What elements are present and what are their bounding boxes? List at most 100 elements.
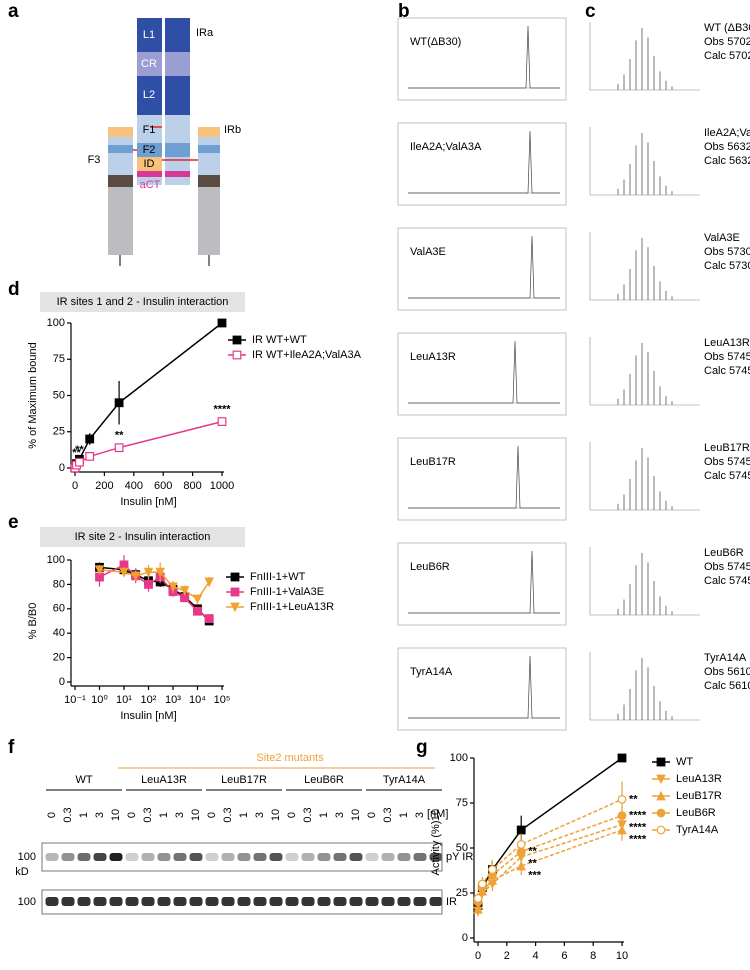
x-tick-label: 800 (183, 480, 201, 492)
y-axis-label: % B/B0 (27, 603, 39, 640)
chromatogram-trace (408, 655, 560, 719)
calculated-mass: Calc 5610.60 (704, 680, 750, 692)
dose-label: 0.3 (382, 807, 394, 822)
calculated-mass: Calc 5702.59 (704, 50, 750, 62)
marker (204, 614, 214, 623)
observed-mass: Obs 5745.53 (704, 351, 750, 363)
dose-label: 0.3 (302, 807, 314, 822)
chromatogram-frame (397, 437, 567, 521)
domain-label: CR (141, 58, 157, 70)
band (157, 853, 171, 861)
band (109, 897, 123, 906)
x-tick-label: 4 (533, 950, 539, 962)
dose-label: 0.3 (222, 807, 234, 822)
observed-mass: Obs 5745.65 (704, 456, 750, 468)
x-tick-label: 2 (504, 950, 510, 962)
marker (85, 434, 95, 444)
x-tick-label: 10³ (165, 694, 181, 706)
dose-label: 10 (110, 809, 122, 821)
chromatogram-trace (408, 340, 560, 404)
band (173, 897, 187, 906)
y-axis-label: Activity (%) (430, 821, 442, 876)
marker (516, 860, 526, 871)
chromatogram-trace (408, 550, 560, 614)
significance-label: ** (528, 846, 537, 858)
dose-label: 0 (286, 812, 298, 818)
significance-label: *** (528, 870, 542, 882)
sample-name: WT (ΔB30) (704, 22, 750, 34)
sample-name: LeuB17R (704, 442, 750, 454)
chain-label: IRa (196, 27, 214, 39)
series-line (74, 322, 223, 469)
series-line (477, 798, 623, 899)
dose-label: 10 (350, 809, 362, 821)
band (381, 897, 395, 906)
band (237, 897, 251, 906)
band (333, 897, 347, 906)
band (61, 853, 75, 861)
x-axis-label: Insulin [nM] (120, 496, 176, 508)
band (189, 853, 203, 861)
marker (217, 417, 227, 426)
significance-label: ** (528, 858, 537, 870)
chart-title: IR site 2 - Insulin interaction (75, 531, 211, 543)
y-tick-label: 25 (456, 887, 468, 899)
dose-label: 0 (46, 812, 58, 818)
significance-label: **** (629, 810, 647, 822)
legend-label: LeuB6R (676, 807, 716, 819)
dose-label: 0 (366, 812, 378, 818)
band (45, 853, 59, 861)
sample-name: ValA3E (704, 232, 740, 244)
panel-letter: f (8, 737, 15, 758)
dose-label: 10 (190, 809, 202, 821)
significance-label: ** (629, 793, 638, 805)
marker (516, 840, 526, 849)
band (237, 853, 251, 861)
calculated-mass: Calc 5745.65 (704, 575, 750, 587)
y-tick-label: 50 (53, 389, 65, 401)
marker (143, 567, 154, 578)
band (125, 853, 139, 861)
band (221, 853, 235, 861)
group-label: WT (75, 774, 92, 786)
significance-label: **** (629, 834, 647, 846)
calculated-mass: Calc 5730.60 (704, 260, 750, 272)
sample-name: LeuB6R (410, 561, 450, 573)
x-axis-label: Insulin [nM] (120, 710, 176, 722)
x-tick-label: 600 (154, 480, 172, 492)
marker (230, 572, 240, 582)
chromatogram-frame (397, 542, 567, 626)
chromatogram-trace (408, 130, 560, 194)
sample-name: ValA3E (410, 246, 446, 258)
legend-label: TyrA14A (676, 824, 719, 836)
marker (477, 879, 487, 889)
y-tick-label: 75 (456, 797, 468, 809)
band (189, 897, 203, 906)
dose-label: 0.3 (142, 807, 154, 822)
blot-frame (41, 842, 443, 872)
marker (193, 606, 202, 616)
marker (473, 894, 483, 903)
blot-header: Site2 mutants (256, 752, 324, 764)
band (141, 853, 155, 861)
x-tick-label: 10⁴ (189, 694, 206, 706)
marker (656, 774, 666, 785)
band (413, 897, 427, 906)
band (301, 853, 315, 861)
observed-mass: Obs 5702.66 (704, 36, 750, 48)
panel-letter: d (8, 279, 20, 300)
band (253, 853, 267, 861)
marker (656, 808, 666, 818)
sample-name: LeuB6R (704, 547, 744, 559)
legend-label: FnIII-1+ValA3E (250, 586, 324, 598)
calculated-mass: Calc 5745.65 (704, 365, 750, 377)
receptor-diagram (108, 18, 220, 266)
y-tick-label: 20 (53, 652, 65, 664)
legend-label: FnIII-1+LeuA13R (250, 601, 334, 613)
marker (656, 757, 666, 767)
marker (656, 790, 666, 801)
band (397, 853, 411, 861)
legend-label: WT (676, 756, 693, 768)
band (285, 897, 299, 906)
